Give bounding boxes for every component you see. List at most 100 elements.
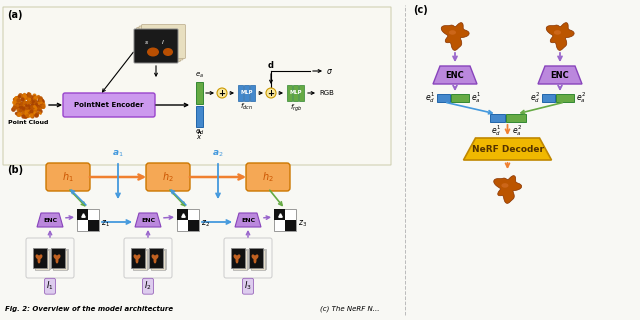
Bar <box>542 94 555 102</box>
Bar <box>252 249 266 268</box>
Bar <box>77 209 99 231</box>
Bar <box>250 85 255 101</box>
Bar <box>149 248 163 268</box>
Bar <box>274 209 296 231</box>
Text: $e_a^2$: $e_a^2$ <box>576 91 586 106</box>
FancyBboxPatch shape <box>63 93 155 117</box>
Text: $s$: $s$ <box>145 38 150 45</box>
FancyArrowPatch shape <box>70 190 85 206</box>
Bar <box>188 220 199 231</box>
FancyArrowPatch shape <box>506 125 509 133</box>
Bar <box>287 85 292 101</box>
Polygon shape <box>449 30 456 35</box>
FancyArrowPatch shape <box>49 103 61 107</box>
Circle shape <box>217 88 227 98</box>
Bar <box>152 249 166 268</box>
FancyArrowPatch shape <box>558 85 562 89</box>
Text: $e_a^1$: $e_a^1$ <box>471 91 481 106</box>
Text: $e_a$: $e_a$ <box>195 71 204 80</box>
Bar <box>299 85 304 101</box>
Bar <box>244 85 249 101</box>
Polygon shape <box>235 213 261 227</box>
FancyArrowPatch shape <box>198 131 201 134</box>
Text: ENC: ENC <box>445 70 465 79</box>
FancyArrowPatch shape <box>269 74 273 83</box>
FancyArrowPatch shape <box>313 70 321 72</box>
Bar <box>196 106 203 127</box>
Text: $e_d^1$: $e_d^1$ <box>492 123 502 138</box>
Text: $z_2$: $z_2$ <box>201 219 210 229</box>
Text: MLP: MLP <box>290 91 302 95</box>
Text: $I_3$: $I_3$ <box>244 280 252 292</box>
FancyArrowPatch shape <box>90 174 143 180</box>
FancyBboxPatch shape <box>124 238 172 278</box>
FancyBboxPatch shape <box>139 26 183 60</box>
Bar <box>490 114 504 122</box>
FancyArrowPatch shape <box>71 190 86 205</box>
FancyArrowPatch shape <box>264 216 269 219</box>
FancyArrowPatch shape <box>308 92 314 94</box>
Text: $e_a^2$: $e_a^2$ <box>511 123 522 138</box>
Ellipse shape <box>147 47 159 57</box>
FancyArrowPatch shape <box>206 92 213 94</box>
Text: $I_2$: $I_2$ <box>144 280 152 292</box>
Bar <box>177 209 199 231</box>
Bar <box>131 248 145 268</box>
Polygon shape <box>538 66 582 84</box>
Text: PointNet Encoder: PointNet Encoder <box>74 102 144 108</box>
FancyArrowPatch shape <box>116 164 120 197</box>
Text: (a): (a) <box>7 10 22 20</box>
FancyArrowPatch shape <box>66 216 72 219</box>
Text: $h_2$: $h_2$ <box>162 170 174 184</box>
FancyBboxPatch shape <box>134 29 178 63</box>
Polygon shape <box>152 254 159 263</box>
Text: Fig. 2: Overview of the model architecture: Fig. 2: Overview of the model architectu… <box>5 306 173 312</box>
Text: Point Cloud: Point Cloud <box>8 120 48 125</box>
FancyBboxPatch shape <box>46 163 90 191</box>
FancyArrowPatch shape <box>190 174 243 180</box>
Text: (c) The NeRF N...: (c) The NeRF N... <box>320 306 380 312</box>
FancyArrowPatch shape <box>170 190 185 206</box>
Text: $I_t$: $I_t$ <box>168 34 173 42</box>
Text: ENC: ENC <box>43 218 57 222</box>
Polygon shape <box>441 23 469 50</box>
Text: $h_1$: $h_1$ <box>62 170 74 184</box>
Polygon shape <box>501 183 509 188</box>
FancyBboxPatch shape <box>3 7 391 165</box>
FancyArrowPatch shape <box>259 92 262 94</box>
FancyArrowPatch shape <box>279 92 282 94</box>
FancyBboxPatch shape <box>141 25 186 59</box>
Text: $\sigma$: $\sigma$ <box>326 67 333 76</box>
Polygon shape <box>554 30 561 35</box>
Bar <box>285 220 296 231</box>
FancyArrowPatch shape <box>269 190 282 205</box>
Bar <box>293 85 298 101</box>
Text: $S_t$: $S_t$ <box>145 35 152 44</box>
Bar <box>196 82 203 104</box>
FancyArrowPatch shape <box>147 231 150 237</box>
Text: (c): (c) <box>413 5 428 15</box>
Text: +: + <box>268 89 275 98</box>
Bar <box>134 249 148 268</box>
Text: $x$: $x$ <box>196 133 203 141</box>
Bar <box>88 220 99 231</box>
Text: MLP: MLP <box>241 91 253 95</box>
Polygon shape <box>463 138 552 160</box>
Polygon shape <box>135 213 161 227</box>
FancyArrowPatch shape <box>246 231 250 237</box>
Polygon shape <box>37 213 63 227</box>
Text: $\mathbf{d}$: $\mathbf{d}$ <box>268 59 275 70</box>
FancyBboxPatch shape <box>146 163 190 191</box>
FancyBboxPatch shape <box>26 238 74 278</box>
Polygon shape <box>546 23 574 50</box>
Bar <box>36 249 50 268</box>
Bar <box>250 250 264 270</box>
Bar <box>52 250 67 270</box>
Text: RGB: RGB <box>319 90 334 96</box>
FancyArrowPatch shape <box>453 85 457 89</box>
FancyArrowPatch shape <box>521 103 563 114</box>
Text: $e_d$: $e_d$ <box>195 128 204 137</box>
FancyArrowPatch shape <box>506 163 509 167</box>
Bar <box>54 249 68 268</box>
Text: (b): (b) <box>7 165 23 175</box>
